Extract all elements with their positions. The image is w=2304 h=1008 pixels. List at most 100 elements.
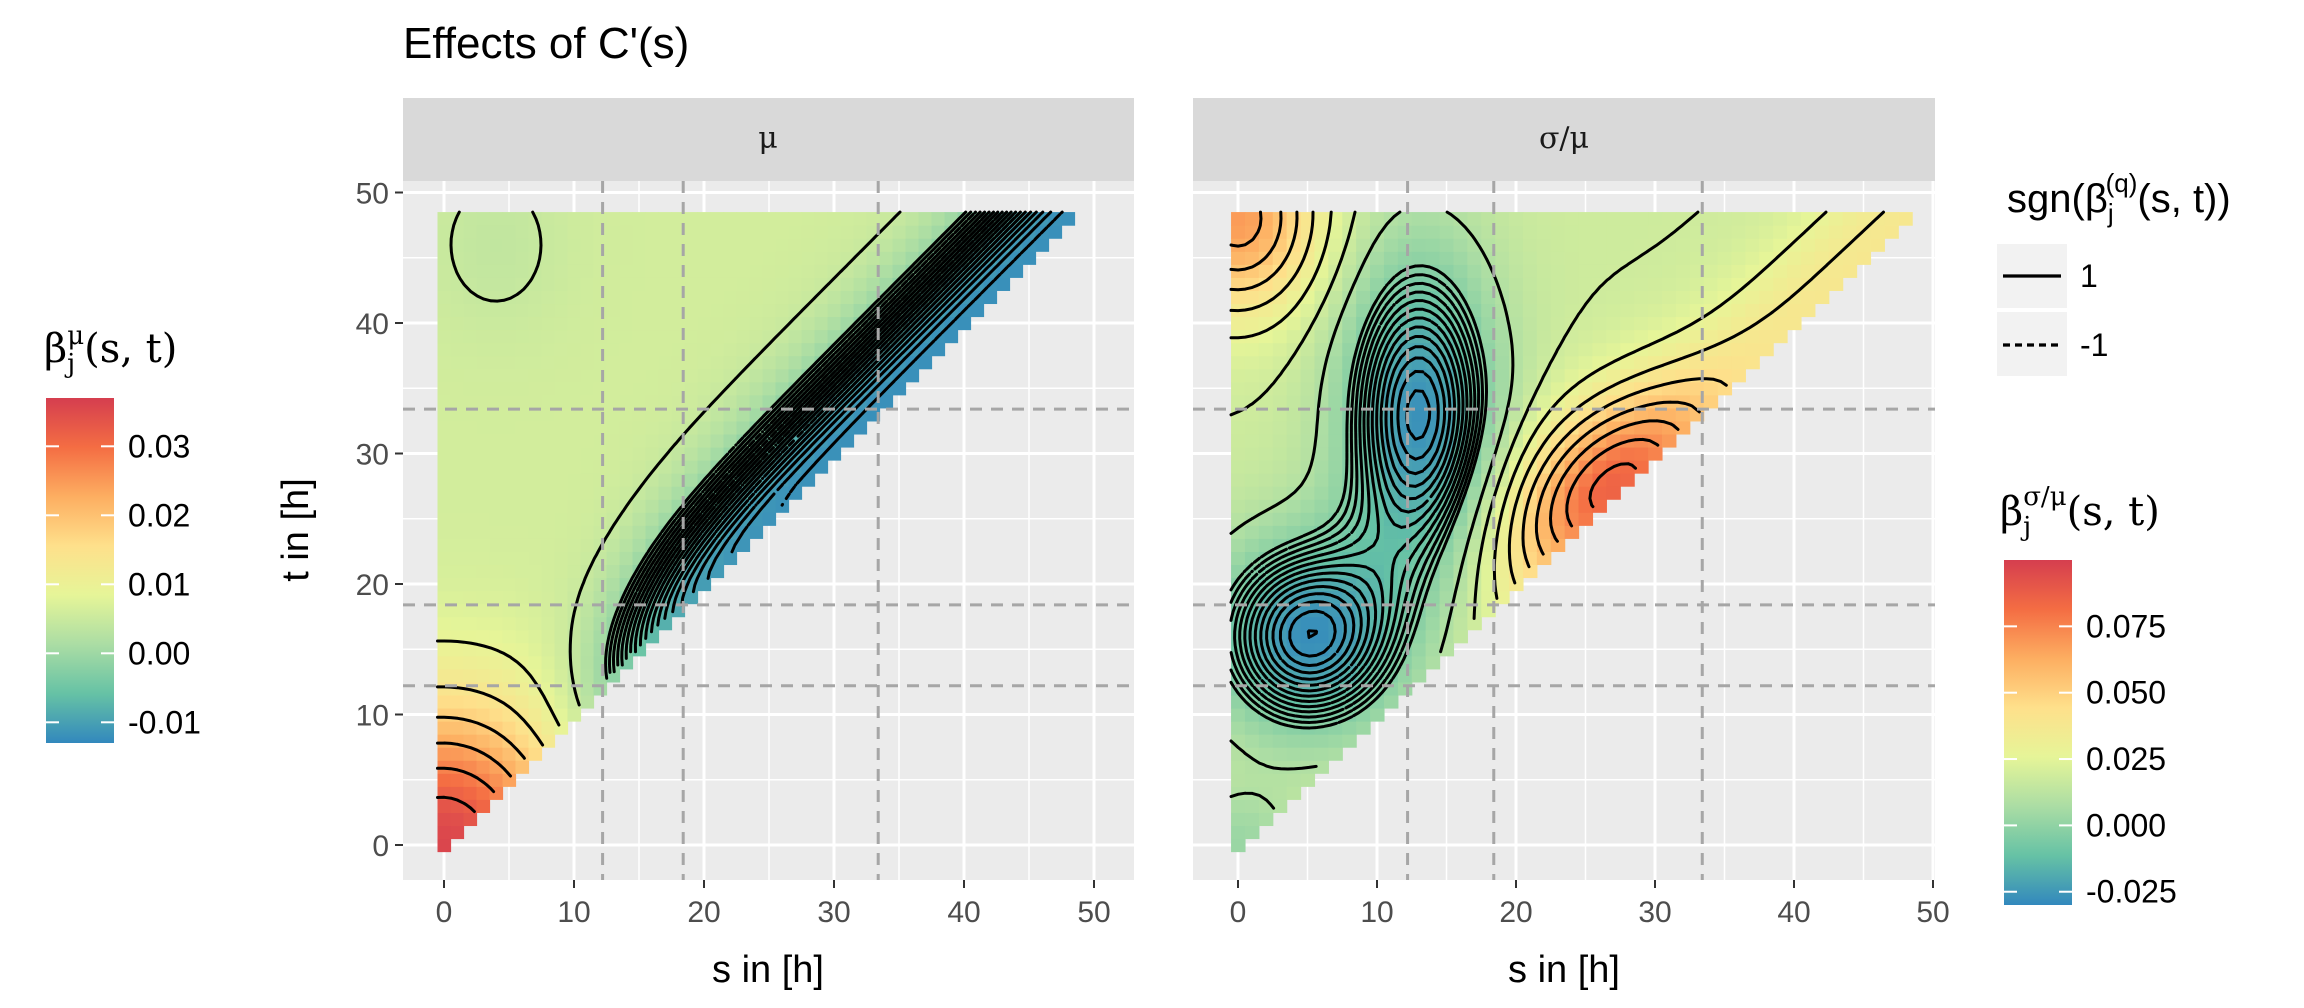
heatmap-tile: [1578, 212, 1594, 226]
heatmap-tile: [762, 368, 777, 383]
heatmap-tile: [580, 316, 595, 331]
heatmap-tile: [437, 381, 452, 396]
heatmap-tile: [580, 238, 595, 252]
heatmap-tile: [450, 642, 465, 657]
contour-line-positive: [436, 685, 545, 747]
heatmap-tile: [801, 264, 816, 278]
heatmap-tile: [1550, 433, 1566, 448]
heatmap-tile: [1370, 707, 1385, 722]
heatmap-tile: [463, 642, 478, 657]
heatmap-tile: [1286, 446, 1302, 461]
heatmap-tile: [814, 303, 829, 318]
heatmap-tile: [684, 460, 699, 474]
heatmap-tile: [1467, 251, 1482, 265]
heatmap-tile: [554, 616, 569, 631]
heatmap-tile: [515, 499, 530, 513]
heatmap-tile: [1800, 212, 1816, 226]
heatmap-tile: [1884, 225, 1899, 239]
heatmap-tile: [1467, 486, 1482, 500]
heatmap-tile: [463, 512, 478, 526]
heatmap-tile: [1731, 251, 1746, 265]
heatmap-tile: [710, 212, 725, 226]
heatmap-tile: [632, 316, 647, 331]
y-tick-label: 50: [356, 178, 389, 211]
heatmap-tile: [450, 290, 465, 305]
heatmap-tile: [814, 329, 829, 344]
heatmap-tile: [1231, 551, 1246, 566]
heatmap-tile: [632, 394, 647, 409]
contour-line-negative: [730, 210, 1053, 554]
heatmap-tile: [671, 316, 686, 331]
heatmap-tile: [1231, 512, 1246, 526]
legend-mu-title: βjμ(s, t): [44, 321, 177, 379]
heatmap-tile: [502, 512, 517, 526]
colorbar-tick-label: -0.01: [128, 704, 201, 740]
heatmap-tile: [1495, 329, 1510, 344]
heatmap-tile: [1383, 694, 1399, 709]
heatmap-tile: [645, 329, 660, 344]
heatmap-tile: [541, 734, 556, 748]
heatmap-tile: [450, 812, 465, 827]
heatmap-tile: [1356, 721, 1371, 735]
y-axis-title: t in [h]: [275, 478, 317, 582]
heatmap-tile: [554, 460, 569, 474]
heatmap-tile: [541, 512, 556, 526]
heatmap-tile: [749, 329, 764, 344]
heatmap-tile: [502, 355, 517, 370]
legend-mu-ticks: 0.030.020.010.00-0.01: [46, 428, 201, 740]
contour-line-negative: [620, 210, 987, 667]
heatmap-tile: [788, 251, 803, 265]
heatmap-tile: [1787, 212, 1802, 226]
heatmap-tile: [1509, 303, 1524, 318]
contour-line-negative: [612, 210, 977, 674]
heatmap-tile: [489, 303, 504, 318]
heatmap-tile: [1564, 225, 1580, 239]
heatmap-tile: [671, 251, 686, 265]
heatmap-tile: [437, 603, 452, 618]
heatmap-tile: [437, 668, 452, 683]
heatmap-tile: [1231, 368, 1246, 383]
heatmap-tile: [1495, 564, 1510, 579]
heatmap-tile: [1244, 486, 1260, 500]
heatmap-tile: [1620, 225, 1635, 239]
heatmap-tile: [1648, 316, 1663, 331]
contour-line-negative: [780, 210, 1064, 507]
heatmap-tile: [1578, 251, 1594, 265]
heatmap-tile: [788, 329, 803, 344]
heatmap-tile: [1439, 590, 1455, 605]
heatmap-tile: [684, 329, 699, 344]
contour-line-negative: [1229, 264, 1488, 730]
heatmap-tile: [463, 329, 478, 344]
heatmap-tile: [1606, 212, 1621, 226]
heatmap-tile: [658, 303, 673, 318]
heatmap-tile: [1328, 355, 1343, 370]
heatmap-tile: [437, 446, 452, 461]
heatmap-tile: [450, 316, 465, 331]
heatmap-tile: [775, 473, 790, 487]
heatmap-tile: [645, 355, 660, 370]
heatmap-tile: [1648, 368, 1663, 383]
heatmap-tile: [1661, 251, 1677, 265]
heatmap-tile: [593, 629, 608, 644]
heatmap-tile: [437, 655, 452, 670]
heatmap-tile: [1328, 446, 1343, 461]
heatmap-tile: [593, 277, 608, 291]
heatmap-tile: [1620, 277, 1635, 291]
heatmap-tile: [515, 212, 530, 226]
heatmap-tile: [1272, 760, 1288, 774]
heatmap-tile: [580, 460, 595, 474]
heatmap-tile: [1828, 238, 1844, 252]
heatmap-tile: [1342, 329, 1357, 344]
heatmap-tile: [957, 316, 972, 331]
heatmap-tile: [554, 512, 569, 526]
heatmap-tile: [567, 225, 582, 239]
heatmap-tile: [1495, 355, 1510, 370]
heatmap-tile: [450, 564, 465, 579]
panel-right-strip: [1193, 98, 1935, 181]
legend-linetype-title-suffix: (s, t)): [2137, 177, 2230, 221]
heatmap-tile: [775, 212, 790, 226]
heatmap-tile: [1370, 277, 1385, 291]
heatmap-tile: [1648, 433, 1663, 448]
colorbar-tick-label: 0.03: [128, 428, 190, 464]
heatmap-tile: [580, 212, 595, 226]
